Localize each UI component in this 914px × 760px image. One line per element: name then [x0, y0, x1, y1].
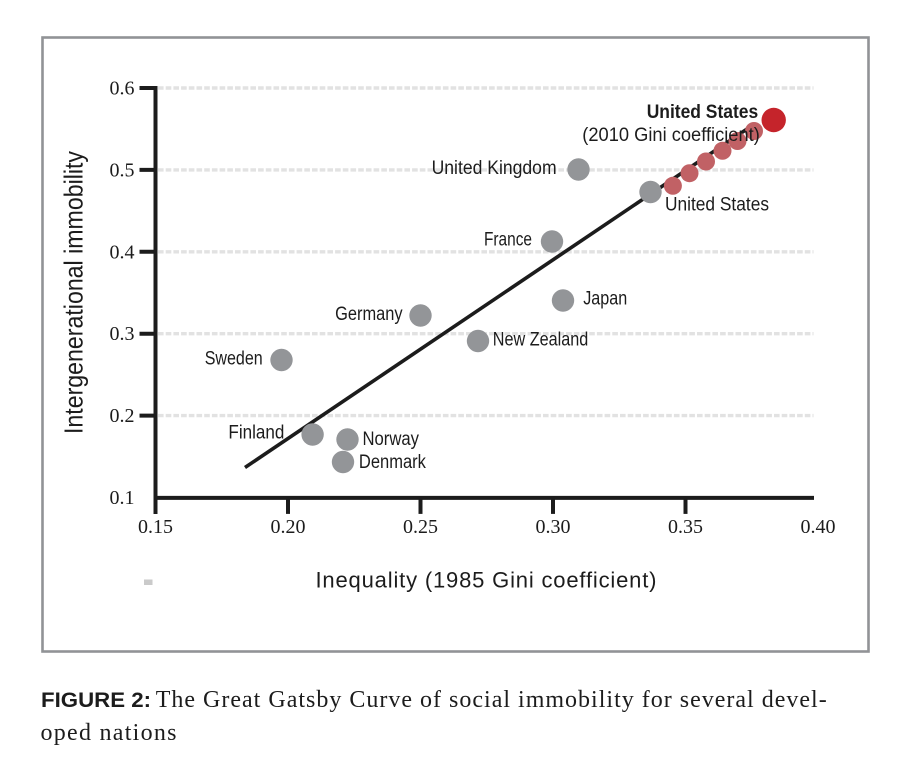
svg-text:United States: United States — [665, 195, 769, 216]
svg-text:oped nations: oped nations — [41, 720, 177, 746]
svg-text:0.40: 0.40 — [801, 516, 836, 538]
svg-text:0.35: 0.35 — [668, 516, 703, 538]
svg-text:Japan: Japan — [583, 288, 627, 309]
svg-text:New Zealand: New Zealand — [493, 330, 589, 351]
svg-text:0.25: 0.25 — [403, 516, 438, 538]
svg-text:0.30: 0.30 — [536, 516, 571, 538]
svg-text:(2010 Gini coefficient): (2010 Gini coefficient) — [582, 125, 760, 146]
svg-text:Inequality (1985 Gini coeffici: Inequality (1985 Gini coefficient) — [316, 568, 657, 593]
svg-text:0.4: 0.4 — [110, 241, 135, 263]
svg-text:0.6: 0.6 — [110, 78, 135, 100]
svg-text:United Kingdom: United Kingdom — [432, 158, 557, 179]
svg-text:0.15: 0.15 — [138, 516, 173, 538]
svg-text:0.2: 0.2 — [110, 405, 135, 427]
svg-text:France: France — [484, 229, 532, 250]
svg-text:FIGURE 2:: FIGURE 2: — [41, 688, 151, 712]
svg-text:Norway: Norway — [363, 429, 420, 450]
svg-text:United States: United States — [647, 102, 759, 123]
svg-text:Denmark: Denmark — [359, 452, 426, 473]
svg-text:0.20: 0.20 — [271, 516, 306, 538]
svg-text:0.3: 0.3 — [110, 323, 135, 345]
svg-text:Intergenerational immobility: Intergenerational immobility — [59, 151, 89, 434]
svg-text:Sweden: Sweden — [205, 349, 263, 370]
svg-text:0.5: 0.5 — [110, 159, 135, 181]
svg-text:The Great Gatsby Curve of soci: The Great Gatsby Curve of social immobil… — [156, 687, 827, 713]
svg-text:Finland: Finland — [228, 423, 284, 444]
svg-text:Germany: Germany — [335, 304, 403, 325]
svg-text:0.1: 0.1 — [110, 487, 135, 509]
